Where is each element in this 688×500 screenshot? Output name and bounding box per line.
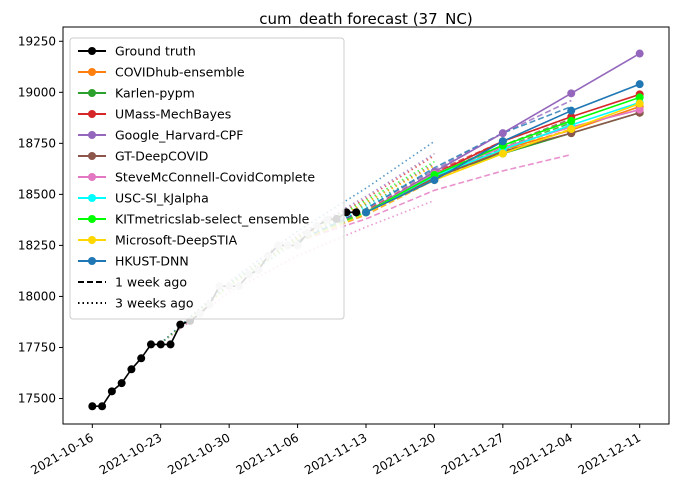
legend-swatch-marker-1 [88, 68, 96, 76]
ground-truth-point-4 [127, 365, 136, 374]
series-0-line [365, 105, 640, 214]
series-8-point-4 [635, 99, 644, 108]
ground-truth-point-0 [88, 402, 97, 411]
legend-label-12: 3 weeks ago [115, 296, 194, 311]
legend-label-8: KITmetricslab-select_ensemble [115, 212, 310, 227]
legend-label-6: SteveMcConnell-CovidComplete [115, 170, 315, 185]
legend-label-10: HKUST-DNN [115, 254, 189, 269]
legend-swatch-marker-10 [88, 257, 96, 265]
series-1-line [365, 111, 640, 214]
series-5-point-4 [635, 105, 644, 114]
y-tick-label-4: 18500 [18, 187, 56, 201]
y-tick-label-7: 19250 [18, 34, 56, 48]
legend-label-4: Google_Harvard-CPF [115, 128, 243, 143]
legend-swatch-marker-9 [88, 236, 96, 244]
x-tick-label-0: 2021-10-16 [28, 430, 95, 477]
series-8-point-2 [498, 149, 507, 158]
legend-label-0: Ground truth [115, 44, 196, 59]
series-3-point-4 [635, 49, 644, 58]
x-tick-label-5: 2021-11-20 [371, 430, 438, 477]
legend-box [69, 37, 345, 320]
legend-label-2: Karlen-pypm [115, 86, 195, 101]
legend-label-11: 1 week ago [115, 275, 187, 290]
series-9-point-1 [430, 176, 439, 185]
series-7-point-3 [567, 116, 576, 125]
legend-swatch-marker-3 [88, 110, 96, 118]
y-tick-label-5: 18750 [18, 136, 56, 150]
y-tick-label-2: 18000 [18, 289, 56, 303]
legend-label-1: COVIDhub-ensemble [115, 65, 245, 80]
y-tick-label-6: 19000 [18, 85, 56, 99]
series-3-point-2 [498, 129, 507, 138]
series-9-point-0 [362, 208, 370, 217]
x-tick-label-6: 2021-11-27 [439, 430, 506, 477]
ground-truth-point-7 [156, 340, 165, 349]
series-3-point-3 [567, 89, 576, 98]
series-9-point-4 [635, 80, 644, 89]
x-tick-label-2: 2021-10-30 [165, 430, 232, 477]
legend: Ground truth COVIDhub-ensemble Karlen-pypm… [69, 37, 345, 320]
ground-truth-point-6 [146, 340, 155, 349]
y-tick-label-1: 17750 [18, 340, 56, 354]
series-4-line [365, 111, 640, 214]
legend-swatch-marker-8 [88, 215, 96, 223]
series-7-point-4 [635, 93, 644, 102]
x-tick-label-4: 2021-11-13 [302, 430, 369, 477]
ground-truth-point-3 [117, 379, 126, 388]
series-9-point-3 [567, 106, 576, 115]
ground-truth-point-27 [352, 208, 361, 217]
series-8-point-3 [567, 125, 576, 134]
x-tick-label-1: 2021-10-23 [97, 430, 164, 477]
ground-truth-point-9 [176, 320, 185, 329]
y-tick-label-0: 17500 [18, 391, 56, 405]
legend-swatch-marker-7 [88, 194, 96, 202]
x-tick-label-3: 2021-11-06 [234, 430, 301, 477]
legend-swatch-marker-6 [88, 173, 96, 181]
series-9-point-2 [498, 137, 507, 146]
ground-truth-point-8 [166, 340, 175, 349]
legend-swatch-marker-5 [88, 152, 96, 160]
legend-label-5: GT-DeepCOVID [115, 149, 208, 164]
legend-label-9: Microsoft-DeepSTIA [115, 233, 238, 248]
series-3-three-weeks-line [160, 152, 435, 345]
x-tick-label-8: 2021-12-11 [576, 430, 643, 477]
ground-truth-point-5 [137, 354, 146, 363]
y-axis: 17500 17750 18000 18250 18500 18750 19000 19250 [18, 34, 63, 405]
legend-swatch-marker-0 [88, 47, 96, 55]
x-axis: 2021-10-16 2021-10-23 2021-10-30 2021-11-06… [28, 424, 643, 477]
legend-label-3: UMass-MechBayes [115, 107, 231, 122]
y-tick-label-3: 18250 [18, 238, 56, 252]
ground-truth-point-1 [98, 402, 107, 411]
chart-title: cum_death forecast (37_NC) [259, 10, 472, 29]
legend-swatch-marker-2 [88, 89, 96, 97]
ground-truth-point-2 [107, 387, 116, 396]
legend-label-7: USC-SI_kJalpha [115, 191, 209, 206]
legend-swatch-marker-4 [88, 131, 96, 139]
series-2-three-weeks-line [160, 154, 435, 345]
x-tick-label-7: 2021-12-04 [507, 430, 574, 477]
